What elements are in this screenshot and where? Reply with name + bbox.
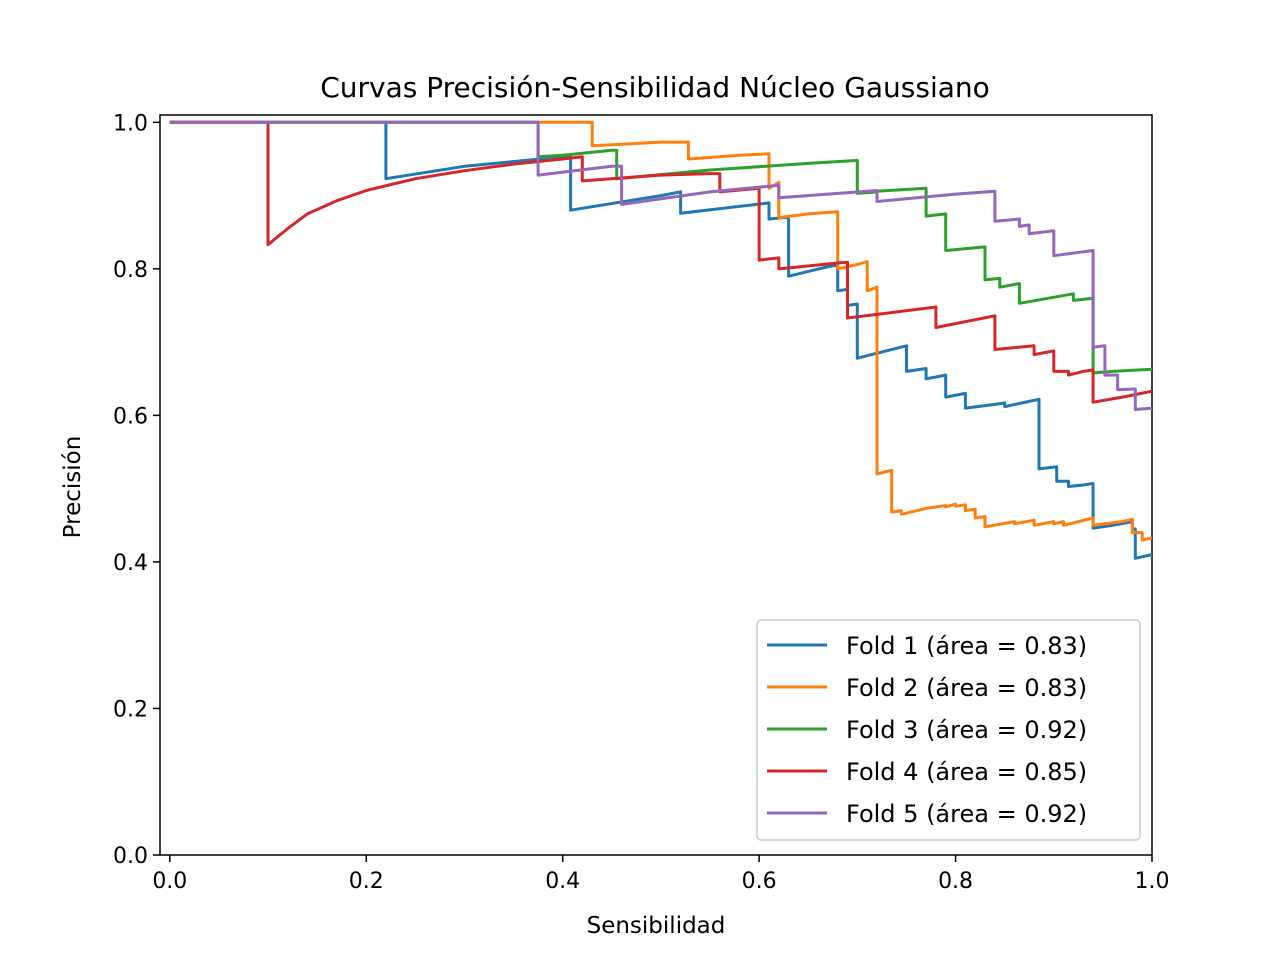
y-tick-label: 0.8	[113, 258, 148, 283]
y-tick-label: 1.0	[113, 111, 148, 136]
x-tick-label: 0.6	[742, 869, 777, 894]
legend-label-fold-1: Fold 1 (área = 0.83)	[846, 632, 1087, 660]
y-axis: 0.0 0.2 0.4 0.6 0.8 1.0	[113, 111, 160, 869]
series-line-fold-1	[169, 120, 1153, 560]
y-tick-label: 0.4	[113, 551, 148, 576]
x-tick-label: 0.2	[349, 869, 384, 894]
legend-label-fold-5: Fold 5 (área = 0.92)	[846, 800, 1087, 828]
chart-title: Curvas Precisión-Sensibilidad Núcleo Gau…	[320, 71, 990, 104]
y-axis-label: Precisión	[60, 436, 86, 539]
series-line-fold-3	[169, 120, 1153, 375]
series-line-fold-2	[169, 120, 1153, 542]
x-tick-label: 0.4	[545, 869, 580, 894]
x-axis: 0.0 0.2 0.4 0.6 0.8 1.0	[152, 855, 1170, 894]
series-line-fold-5	[169, 120, 1153, 411]
legend-label-fold-4: Fold 4 (área = 0.85)	[846, 758, 1087, 786]
plot-area-frame	[159, 114, 1153, 856]
legend: Fold 1 (área = 0.83) Fold 2 (área = 0.83)…	[756, 619, 1141, 841]
y-tick-label: 0.6	[113, 404, 148, 429]
legend-box	[756, 619, 1141, 841]
x-tick-label: 0.0	[152, 869, 187, 894]
x-tick-label: 0.8	[938, 869, 973, 894]
series-lines	[169, 120, 1153, 560]
series-line-fold-4	[169, 120, 1153, 404]
y-tick-label: 0.2	[113, 697, 148, 722]
x-axis-label: Sensibilidad	[587, 913, 726, 939]
x-tick-label: 1.0	[1135, 869, 1170, 894]
legend-label-fold-3: Fold 3 (área = 0.92)	[846, 716, 1087, 744]
y-tick-label: 0.0	[113, 844, 148, 869]
legend-label-fold-2: Fold 2 (área = 0.83)	[846, 674, 1087, 702]
